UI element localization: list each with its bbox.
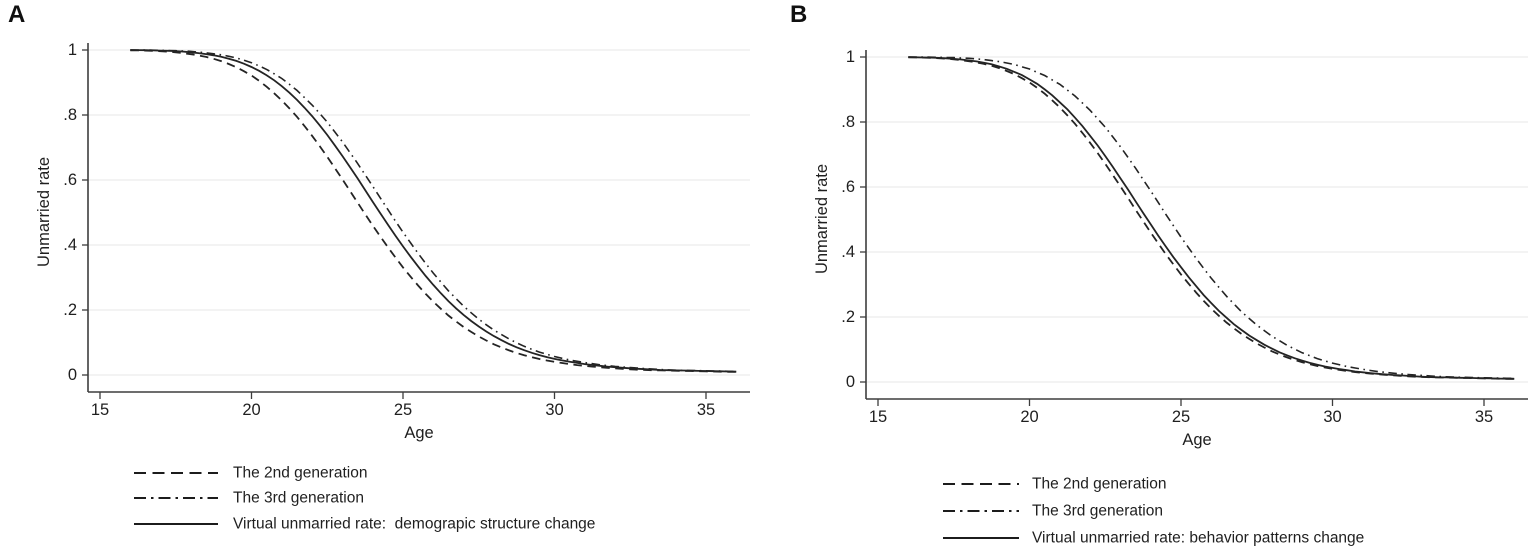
panel-a: A 0 .2 .4 .6 .8 1 15 20 25 30 35 Age Unmarried rate Th… <box>8 1 750 533</box>
legend-label-the-2nd-generation: The 2nd generation <box>233 465 367 482</box>
series-line-the-3rd-generation <box>908 56 1515 380</box>
y-tick-label: .6 <box>841 178 855 196</box>
x-tick-label: 20 <box>1020 408 1038 426</box>
panel-label: A <box>8 1 25 28</box>
series-line-virtual-unmarried-rate-behavior-patterns-change <box>908 56 1515 380</box>
y-tick-label: .2 <box>841 308 855 326</box>
panel-label: B <box>790 1 807 28</box>
x-tick-label: 35 <box>697 401 715 419</box>
y-axis-title: Unmarried rate <box>35 157 53 267</box>
x-tick-label: 15 <box>91 401 109 419</box>
series-line-virtual-unmarried-rate-demograpic-structure-change <box>130 49 737 373</box>
x-axis-title: Age <box>1182 431 1211 449</box>
x-tick-label: 25 <box>1172 408 1190 426</box>
x-tick-label: 25 <box>394 401 412 419</box>
legend-label-the-3rd-generation: The 3rd generation <box>1032 503 1163 520</box>
x-tick-label: 30 <box>545 401 563 419</box>
y-tick-label: .8 <box>841 113 855 131</box>
y-tick-label: 1 <box>68 41 77 59</box>
y-tick-label: .8 <box>63 106 77 124</box>
y-axis-title: Unmarried rate <box>813 164 831 274</box>
legend-label-the-3rd-generation: The 3rd generation <box>233 490 364 507</box>
legend-label-the-2nd-generation: The 2nd generation <box>1032 476 1166 493</box>
y-tick-label: 0 <box>68 366 77 384</box>
panel-b: B 0 .2 .4 .6 .8 1 15 20 25 30 35 Age Unmarried rate Th… <box>790 1 1528 547</box>
legend-label-virtual-unmarried-rate-behavior-patterns-change: Virtual unmarried rate: behavior pattern… <box>1032 530 1364 547</box>
y-tick-label: .4 <box>841 243 855 261</box>
x-tick-label: 35 <box>1475 408 1493 426</box>
y-tick-label: .2 <box>63 301 77 319</box>
y-tick-label: .6 <box>63 171 77 189</box>
legend-label-virtual-unmarried-rate-demograpic-structure-change: Virtual unmarried rate: demograpic struc… <box>233 516 595 533</box>
y-tick-label: .4 <box>63 236 77 254</box>
x-axis-title: Age <box>404 424 433 442</box>
series-line-the-2nd-generation <box>130 49 737 373</box>
y-tick-label: 1 <box>846 48 855 66</box>
series-line-the-3rd-generation <box>130 49 737 373</box>
series-line-the-2nd-generation <box>908 56 1515 380</box>
y-tick-label: 0 <box>846 373 855 391</box>
x-tick-label: 15 <box>869 408 887 426</box>
x-tick-label: 30 <box>1323 408 1341 426</box>
x-tick-label: 20 <box>242 401 260 419</box>
